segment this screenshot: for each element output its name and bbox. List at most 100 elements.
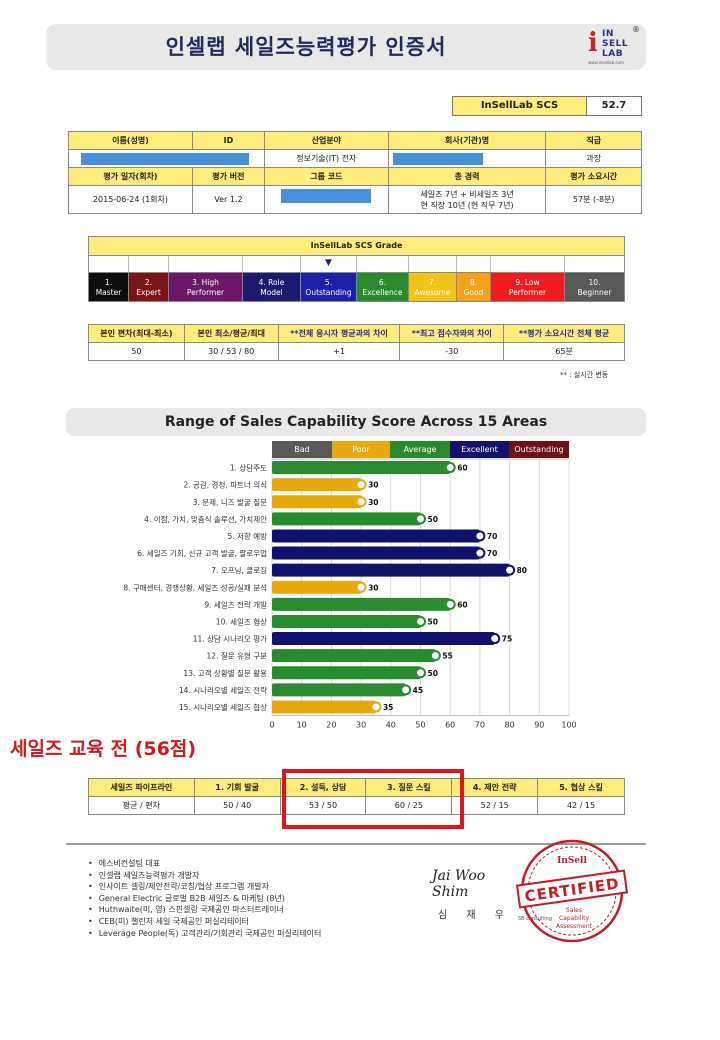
grade-marker-cell xyxy=(169,256,243,272)
data-label: 50 xyxy=(428,617,438,626)
bar-end-marker xyxy=(355,581,367,593)
grade-level-name: Expert xyxy=(136,288,161,297)
x-tick-label: 40 xyxy=(386,721,396,730)
stats-deviation: 50 xyxy=(88,342,185,361)
registered-mark: ® xyxy=(632,25,640,34)
name-id-redacted xyxy=(68,149,265,168)
stats-header-deviation: 본인 편차(최대-최소) xyxy=(88,324,185,343)
industry-value: 정보기술(IT) 전자 xyxy=(263,149,389,168)
group-redacted xyxy=(263,185,389,214)
header-company: 회사(기관)명 xyxy=(387,131,547,150)
bar-end-marker xyxy=(444,598,456,610)
logo-i-glyph: i xyxy=(588,28,598,58)
position-value: 과장 xyxy=(545,149,642,168)
bar-end-marker xyxy=(474,530,486,542)
seal-sub-2: Capability xyxy=(559,915,590,922)
grade-level-name: Good xyxy=(463,288,484,297)
data-label: 70 xyxy=(487,532,497,541)
grade-level-number: 6. xyxy=(378,278,387,287)
data-label: 60 xyxy=(457,464,467,473)
data-label: 50 xyxy=(428,515,438,524)
signature-company: SB consulting xyxy=(518,916,553,922)
bio-item: 에스비컨설팅 대표 xyxy=(88,858,321,870)
grade-marker-cell xyxy=(457,256,491,272)
bio-item: 인셀랩 세일즈능력평가 개발자 xyxy=(88,870,321,882)
bar xyxy=(272,580,362,594)
grade-level-name: Awesome xyxy=(414,288,451,297)
stats-header-minmax: 본인 최소/평균/최대 xyxy=(183,324,279,343)
category-label: 6. 세일즈 기회, 신규 고객 발굴, 팔로우업 xyxy=(137,548,267,558)
data-label: 45 xyxy=(413,686,423,695)
grade-marker-cell: ▼ xyxy=(301,256,357,272)
stats-table: 본인 편차(최대-최소) 본인 최소/평균/최대 **전체 응시자 평균과의 차… xyxy=(88,324,625,361)
grade-title: InSellLab SCS Grade xyxy=(88,236,625,256)
legend-poor: Poor xyxy=(332,441,390,458)
bar xyxy=(272,529,480,543)
scs-score-box: InSellLab SCS 52.7 xyxy=(452,96,642,116)
grade-level-number: 1. xyxy=(104,278,113,287)
header-position: 직급 xyxy=(545,131,642,150)
grade-level-6: 6. Excellence xyxy=(357,273,409,301)
bar-end-marker xyxy=(370,701,382,713)
seal-sub-3: Assessment xyxy=(556,923,593,930)
bar xyxy=(272,683,406,697)
grade-level-name: Master xyxy=(95,288,122,297)
redacted-block xyxy=(281,189,372,203)
seal-banner xyxy=(515,869,629,909)
grade-level-number: 4. Role xyxy=(258,278,285,287)
bar xyxy=(272,597,451,611)
grade-level-7: 7. Awesome xyxy=(409,273,457,301)
grade-marker-row: ▼ xyxy=(88,256,625,272)
stats-header-time-avg: **평가 소요시간 전체 평균 xyxy=(503,324,625,343)
x-tick-label: 60 xyxy=(445,721,455,730)
pipeline-table: 세일즈 파이프라인 1. 기회 발굴 2. 설득, 상담 3. 질문 스킬 4.… xyxy=(88,778,625,815)
insellab-logo: i IN SELL LAB ® www.insellab.com xyxy=(584,25,640,68)
grade-marker-cell xyxy=(129,256,169,272)
data-label: 60 xyxy=(457,600,467,609)
header-time: 평가 소요시간 xyxy=(545,167,642,186)
bar xyxy=(272,512,421,526)
bar-end-marker xyxy=(355,496,367,508)
grade-level-name: Model xyxy=(260,288,283,297)
pipeline-header-3: 3. 질문 스킬 xyxy=(365,778,453,797)
pipeline-value-0: 평균 / 편차 xyxy=(88,796,195,815)
divider xyxy=(66,843,646,845)
grade-level-3: 3. High Performer xyxy=(169,273,243,301)
bar xyxy=(272,478,362,492)
seal-top-text: InSell xyxy=(557,856,587,866)
data-label: 35 xyxy=(383,703,393,712)
grade-panel: InSellLab SCS Grade ▼ 1. Master 2. Expert 3.… xyxy=(88,236,625,302)
scs-value: 52.7 xyxy=(587,97,641,115)
pipeline-value-5: 42 / 15 xyxy=(537,796,625,815)
grade-level-8: 8. Good xyxy=(457,273,491,301)
grade-level-name: Performer xyxy=(508,288,547,297)
category-label: 10. 세일즈 협상 xyxy=(216,616,267,626)
bar-end-marker xyxy=(489,633,501,645)
highlight-box xyxy=(282,769,464,829)
grade-marker-cell xyxy=(243,256,301,272)
bar-end-marker xyxy=(415,615,426,627)
bar xyxy=(272,546,480,560)
career-line-1: 세일즈 7년 + 비세일즈 3년 xyxy=(420,189,514,199)
chart-title: Range of Sales Capability Score Across 1… xyxy=(164,414,548,430)
x-tick-label: 30 xyxy=(356,721,366,730)
logo-url: www.insellab.com xyxy=(588,60,624,65)
category-label: 4. 이점, 가치, 맞춤식 솔루션, 가치제안 xyxy=(144,514,267,524)
grade-level-1: 1. Master xyxy=(89,273,129,301)
header-date: 평가 일자(회차) xyxy=(68,167,193,186)
header-group: 그룹 코드 xyxy=(263,167,389,186)
redacted-block xyxy=(81,152,249,165)
page-title: 인셀랩 세일즈능력평가 인증서 xyxy=(165,35,447,59)
pipeline-header-4: 4. 제안 전략 xyxy=(451,778,539,797)
header-name: 이름(성명) xyxy=(68,131,193,150)
bar xyxy=(272,563,510,577)
x-tick-label: 80 xyxy=(505,721,515,730)
bar xyxy=(272,666,421,680)
signature-name: 심 재 우 xyxy=(438,910,512,921)
stats-header-avg-diff: **전체 응시자 평균과의 차이 xyxy=(277,324,401,343)
seal-sub-1: Sales xyxy=(566,907,582,914)
x-tick-label: 0 xyxy=(269,721,274,730)
certified-seal: InSell CERTIFIED Sales Capability Assess… xyxy=(515,839,629,943)
grade-levels: 1. Master 2. Expert 3. High Performer 4. Role M… xyxy=(88,272,625,302)
bar xyxy=(272,700,376,714)
